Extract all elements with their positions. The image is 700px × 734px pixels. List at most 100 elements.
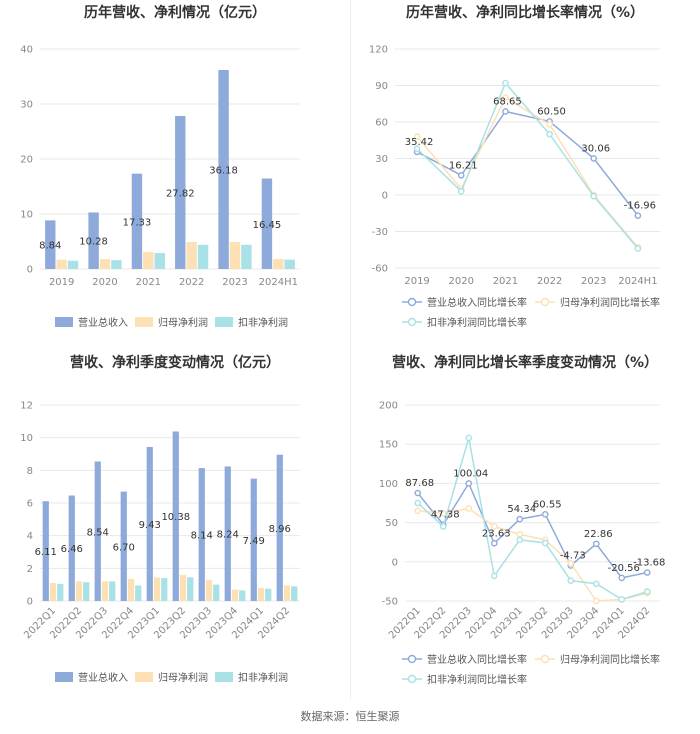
bar-归母净利润 [143, 251, 154, 269]
data-label: 8.14 [191, 531, 213, 542]
data-label: 68.65 [493, 96, 522, 107]
legend-label: 营业总收入 [78, 671, 128, 684]
bar-归母净利润 [101, 581, 109, 601]
bar-营业总收入 [261, 178, 273, 269]
bar-扣非净利润 [213, 584, 220, 601]
bar-归母净利润 [229, 242, 241, 269]
y-tick-label: 30 [20, 100, 33, 111]
bar-扣非净利润 [197, 244, 209, 269]
y-tick-label: 20 [20, 155, 33, 166]
data-point [516, 536, 524, 544]
y-tick-label: 150 [379, 440, 398, 451]
bar-营业总收入 [175, 115, 186, 270]
legend-marker [407, 654, 417, 664]
legend-marker [407, 317, 417, 327]
y-tick-label: -30 [372, 227, 388, 238]
data-label: 27.82 [166, 188, 195, 199]
bar-扣非净利润 [154, 253, 165, 269]
legend-swatch [215, 317, 233, 327]
chart-title: 营收、净利季度变动情况（亿元） [70, 354, 280, 371]
quarter-bar-chart: 营收、净利季度变动情况（亿元）0246810122022Q12022Q22022… [20, 354, 300, 684]
x-tick-label: 2021 [136, 277, 161, 288]
y-tick-label: 30 [375, 154, 388, 165]
bar-归母净利润 [99, 259, 111, 269]
data-point [439, 523, 447, 530]
data-label: 10.38 [161, 512, 190, 523]
legend-marker [540, 297, 550, 307]
bar-扣非净利润 [284, 259, 295, 269]
data-point [414, 499, 422, 507]
legend-swatch [55, 317, 73, 327]
data-point [541, 511, 549, 518]
x-tick-label: 2022 [537, 276, 562, 287]
data-label: 17.33 [123, 217, 152, 228]
legend-marker [407, 674, 417, 684]
data-point [592, 540, 600, 548]
bar-归母净利润 [186, 242, 197, 269]
quarter-bar-panel: 营收、净利季度变动情况（亿元） 0 2 4 6 8 10 12 2022Q1 2022Q2 2022… [0, 350, 350, 700]
bar-营业总收入 [198, 468, 205, 601]
bar-扣非净利润 [57, 583, 64, 601]
data-label: 87.68 [405, 478, 434, 489]
legend-label: 归母净利润同比增长率 [560, 296, 660, 309]
data-point [590, 192, 598, 200]
bar-营业总收入 [146, 446, 153, 601]
data-point [546, 130, 553, 138]
data-point [541, 539, 549, 547]
data-point [634, 245, 642, 252]
bar-营业总收入 [131, 173, 143, 269]
series-line-归母净利润同比增长率 [416, 96, 639, 248]
data-label: 6.11 [35, 547, 57, 558]
x-tick-label: 2019 [404, 276, 429, 287]
data-label: 8.54 [87, 527, 109, 538]
bar-营业总收入 [250, 478, 257, 601]
data-point [592, 597, 600, 605]
legend-swatch [55, 672, 73, 682]
legend-label: 归母净利润同比增长率 [560, 653, 660, 666]
legend-swatch [135, 672, 153, 682]
data-label: -16.96 [624, 201, 656, 212]
chart-title: 历年营收、净利同比增长率情况（%） [406, 4, 644, 21]
data-point [634, 212, 642, 219]
y-tick-label: 0 [27, 597, 33, 608]
bar-营业总收入 [172, 431, 179, 601]
bar-扣非净利润 [241, 244, 252, 269]
data-point [592, 580, 600, 588]
series-line-扣非净利润同比增长率 [417, 437, 648, 601]
bar-归母净利润 [257, 587, 265, 601]
bar-营业总收入 [45, 220, 56, 269]
bar-归母净利润 [75, 581, 83, 601]
bar-扣非净利润 [265, 588, 272, 601]
legend-label: 营业总收入同比增长率 [427, 296, 527, 309]
bar-扣非净利润 [291, 586, 298, 601]
y-tick-label: 120 [369, 45, 388, 56]
data-label: 10.28 [79, 237, 108, 248]
data-point [413, 145, 421, 153]
x-tick-label: 2023 [222, 277, 247, 288]
bar-归母净利润 [49, 583, 57, 601]
x-tick-label: 2024H1 [618, 276, 657, 287]
bar-归母净利润 [127, 578, 135, 601]
x-tick-label: 2022 [179, 277, 204, 288]
y-tick-label: 12 [20, 401, 33, 412]
data-label: 6.46 [61, 544, 83, 555]
bar-营业总收入 [276, 454, 283, 601]
data-label: 36.18 [209, 166, 238, 177]
data-point [465, 434, 473, 442]
x-tick-label: 2024H1 [259, 277, 298, 288]
data-point [490, 523, 498, 530]
data-point [516, 531, 524, 538]
bar-扣非净利润 [83, 582, 90, 601]
data-label: 16.45 [253, 220, 282, 231]
bar-扣非净利润 [187, 577, 194, 601]
data-label: 9.43 [139, 520, 161, 531]
data-point [414, 489, 422, 497]
bar-营业总收入 [224, 466, 231, 601]
legend-label: 归母净利润 [158, 671, 208, 684]
data-label: 35.42 [405, 137, 434, 148]
data-label: 60.50 [537, 106, 566, 117]
legend-label: 扣非净利润同比增长率 [427, 316, 527, 329]
bar-归母净利润 [179, 574, 187, 601]
bar-扣非净利润 [111, 260, 122, 269]
bar-归母净利润 [56, 259, 67, 269]
